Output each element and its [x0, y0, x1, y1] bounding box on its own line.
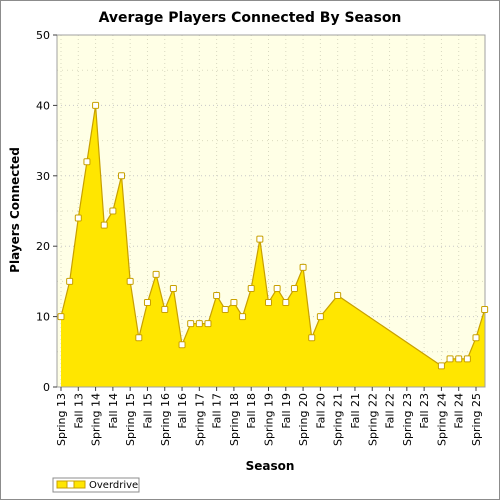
data-point-marker	[308, 334, 316, 342]
x-tick-label: Spring 18	[228, 393, 241, 446]
x-tick-label: Spring 16	[159, 393, 172, 446]
data-point-marker	[239, 313, 247, 321]
x-tick-label: Spring 19	[263, 393, 276, 446]
data-points	[57, 101, 489, 370]
x-tick-labels: Spring 13 Fall 13 Spring 14 Fall 14 Spring 1…	[55, 387, 483, 446]
series-line	[60, 105, 486, 367]
data-point-marker	[437, 362, 445, 370]
data-point-marker	[463, 355, 471, 363]
x-tick-label: Fall 18	[245, 393, 258, 429]
data-point-marker	[118, 172, 126, 180]
legend-label: Overdrive	[89, 480, 138, 491]
x-tick-label: Fall 14	[107, 393, 120, 429]
x-tick-label: Spring 22	[366, 393, 379, 446]
y-tick-label: 40	[36, 99, 50, 112]
data-point-marker	[169, 284, 177, 292]
data-point-marker	[66, 277, 74, 285]
x-tick-label: Spring 13	[55, 393, 68, 446]
data-point-marker	[316, 313, 324, 321]
x-tick-label: Spring 15	[124, 393, 137, 446]
legend: Overdrive	[52, 477, 140, 493]
data-point-marker	[178, 341, 186, 349]
x-tick-label: Fall 16	[176, 393, 189, 429]
x-tick-label: Spring 14	[90, 393, 103, 446]
x-tick-label: Spring 23	[401, 393, 414, 446]
data-point-marker	[83, 158, 91, 166]
data-point-marker	[290, 284, 298, 292]
series-area-fill	[61, 105, 485, 388]
data-point-marker	[221, 306, 229, 314]
data-point-marker	[334, 291, 342, 299]
x-tick-label: Spring 20	[297, 393, 310, 446]
x-tick-label: Fall 22	[384, 393, 397, 429]
y-tick-label: 10	[36, 311, 50, 324]
y-tick-label: 50	[36, 29, 50, 42]
data-point-marker	[92, 101, 100, 109]
data-point-marker	[135, 334, 143, 342]
x-tick-label: Spring 21	[332, 393, 345, 446]
data-point-marker	[126, 277, 134, 285]
data-point-marker	[230, 299, 238, 307]
data-point-marker	[282, 299, 290, 307]
area-series	[60, 105, 486, 388]
x-tick-label: Fall 13	[72, 393, 85, 429]
x-tick-label: Fall 23	[418, 393, 431, 429]
data-point-marker	[109, 207, 117, 215]
data-point-marker	[247, 284, 255, 292]
x-tick-label: Spring 17	[193, 393, 206, 446]
y-tick-labels: 0 10 20 30 40 50	[36, 29, 57, 394]
x-tick-label: Fall 24	[453, 393, 466, 429]
data-point-marker	[187, 320, 195, 328]
x-tick-label: Fall 15	[141, 393, 154, 429]
data-point-marker	[161, 306, 169, 314]
x-tick-label: Spring 25	[470, 393, 483, 446]
data-point-marker	[213, 291, 221, 299]
chart-title: Average Players Connected By Season	[99, 10, 402, 26]
data-point-marker	[446, 355, 454, 363]
data-point-marker	[472, 334, 480, 342]
y-tick-label: 30	[36, 170, 50, 183]
axes	[56, 34, 486, 388]
y-tick-label: 20	[36, 240, 50, 253]
data-point-marker	[481, 306, 489, 314]
plot-border	[56, 34, 486, 388]
data-point-marker	[143, 299, 151, 307]
data-point-marker	[455, 355, 463, 363]
data-point-marker	[273, 284, 281, 292]
x-tick-label: Fall 19	[280, 393, 293, 429]
data-point-marker	[57, 313, 65, 321]
data-point-marker	[74, 214, 82, 222]
data-point-marker	[299, 263, 307, 271]
x-axis-label: Season	[246, 459, 295, 473]
data-point-marker	[256, 235, 264, 243]
x-tick-label: Fall 20	[314, 393, 327, 429]
data-point-marker	[100, 221, 108, 229]
x-tick-label: Fall 17	[211, 393, 224, 429]
data-point-marker	[195, 320, 203, 328]
data-point-marker	[265, 299, 272, 307]
y-tick-label: 0	[43, 381, 50, 394]
data-point-marker	[152, 270, 160, 278]
legend-marker	[66, 480, 75, 489]
x-tick-label: Spring 24	[435, 393, 448, 446]
y-axis-label: Players Connected	[8, 147, 22, 273]
x-tick-label: Fall 21	[349, 393, 362, 429]
data-point-marker	[204, 320, 212, 328]
